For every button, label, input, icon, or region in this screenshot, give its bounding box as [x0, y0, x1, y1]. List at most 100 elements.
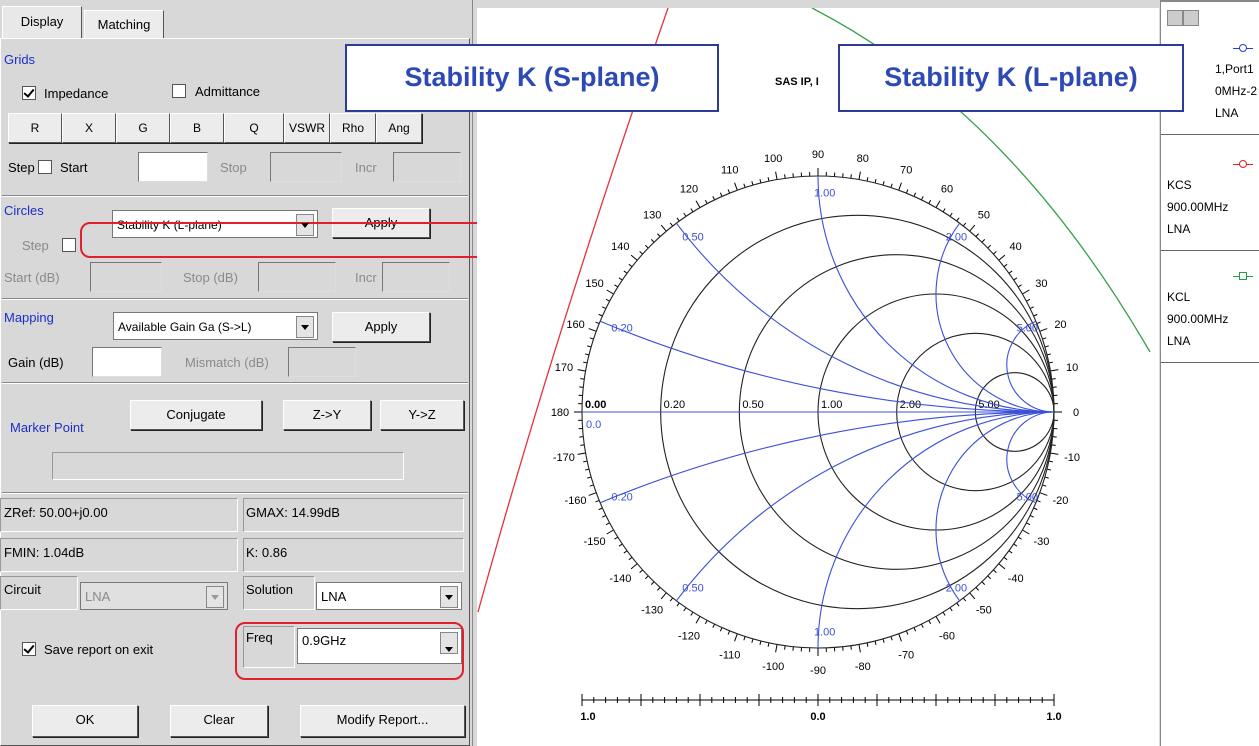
input[interactable] — [393, 152, 461, 182]
reactance-arc — [817, 411, 1055, 649]
angle-tick — [587, 476, 592, 479]
tab[interactable]: Matching — [84, 10, 164, 39]
info-text: K: 0.86 — [246, 545, 288, 560]
separator — [1161, 134, 1259, 135]
dropdown-value: LNA — [321, 589, 347, 604]
angle-label: -120 — [678, 630, 700, 642]
dropdown[interactable]: 0.9GHz — [297, 628, 462, 664]
angle-label: -60 — [939, 630, 955, 642]
checkbox[interactable] — [172, 84, 186, 98]
resistance-label: 0.50 — [742, 399, 763, 411]
angle-tick — [1051, 378, 1056, 380]
angle-tick — [949, 607, 953, 612]
input[interactable] — [258, 262, 336, 292]
angle-tick — [1050, 452, 1059, 455]
scroll-up[interactable] — [1167, 10, 1183, 26]
input[interactable] — [138, 152, 208, 182]
separator — [2, 382, 468, 384]
label: Stop — [220, 160, 247, 175]
separator — [2, 195, 468, 197]
angle-tick — [605, 298, 610, 302]
button[interactable]: X — [62, 113, 116, 143]
angle-tick — [1013, 543, 1018, 547]
field — [243, 576, 315, 610]
angle-tick — [598, 313, 603, 317]
angle-tick — [882, 181, 885, 186]
angle-tick — [1003, 556, 1008, 561]
angle-tick — [935, 200, 941, 208]
legend-icon — [1239, 160, 1247, 168]
checkbox[interactable] — [62, 238, 76, 252]
angle-tick — [727, 189, 731, 194]
label: Gain (dB) — [8, 355, 64, 370]
angle-tick — [577, 369, 586, 372]
legend-text: LNA — [1167, 334, 1191, 348]
info-text: ZRef: 50.00+j0.00 — [4, 505, 108, 520]
dropdown[interactable]: Stability K (L-plane) — [112, 210, 318, 238]
angle-tick — [905, 189, 909, 194]
angle-tick — [1044, 476, 1049, 479]
angle-tick — [921, 196, 924, 201]
legend-text: 1,Port1 — [1215, 62, 1254, 76]
button[interactable]: Ang — [376, 113, 422, 143]
button[interactable]: Modify Report... — [300, 705, 465, 737]
angle-tick — [645, 575, 649, 580]
button[interactable]: Q — [224, 113, 284, 143]
angle-label: 90 — [812, 149, 824, 161]
angle-tick — [577, 452, 586, 455]
button[interactable]: Clear — [170, 705, 268, 737]
angle-tick — [614, 536, 619, 540]
angle-tick — [858, 644, 861, 653]
button[interactable]: Z->Y — [283, 400, 371, 430]
highlight — [235, 622, 464, 680]
dropdown[interactable]: Available Gain Ga (S->L) — [113, 312, 318, 340]
button[interactable]: B — [170, 113, 224, 143]
label: Solution — [246, 582, 293, 597]
angle-tick — [928, 199, 932, 204]
legend-text: KCL — [1167, 290, 1191, 304]
angle-tick — [850, 174, 852, 179]
dropdown-value: Stability K (L-plane) — [117, 218, 222, 232]
angle-tick — [975, 233, 979, 237]
button[interactable]: Y->Z — [380, 400, 464, 430]
dropdown[interactable]: LNA — [316, 582, 462, 610]
angle-label: 50 — [978, 209, 990, 221]
reactance-arc — [675, 222, 1055, 413]
input[interactable] — [92, 347, 162, 377]
scroll-down[interactable] — [1183, 10, 1199, 26]
angle-tick — [913, 627, 917, 632]
angle-label: 150 — [585, 278, 603, 290]
label: Mismatch (dB) — [185, 355, 269, 370]
angle-tick — [595, 499, 600, 503]
angle-tick — [704, 620, 708, 625]
angle-tick — [588, 328, 597, 332]
button[interactable]: Apply — [332, 312, 430, 342]
input[interactable] — [90, 262, 162, 292]
angle-tick — [1039, 328, 1048, 332]
button[interactable]: G — [116, 113, 170, 143]
tab[interactable]: Display — [2, 6, 82, 39]
input[interactable] — [270, 152, 342, 182]
checkbox[interactable] — [22, 642, 36, 656]
angle-tick — [1017, 284, 1022, 288]
button[interactable]: OK — [32, 705, 138, 737]
checkbox[interactable] — [38, 160, 52, 174]
input[interactable] — [288, 347, 356, 377]
dropdown[interactable]: LNA — [80, 582, 228, 610]
checkbox[interactable] — [22, 86, 36, 100]
angle-tick — [1042, 484, 1047, 487]
button[interactable]: Conjugate — [130, 400, 262, 430]
button[interactable]: VSWR — [284, 113, 330, 143]
angle-tick — [1044, 345, 1049, 348]
angle-tick — [1008, 270, 1013, 274]
field — [0, 576, 78, 610]
legend-text: LNA — [1167, 222, 1191, 236]
angle-tick — [660, 592, 667, 600]
angle-tick — [1033, 507, 1038, 511]
angle-tick — [727, 630, 731, 635]
button[interactable]: R — [8, 113, 62, 143]
button[interactable]: Rho — [330, 113, 376, 143]
section-title: Marker Point — [10, 420, 84, 435]
input[interactable] — [382, 262, 450, 292]
legend-panel: 1,Port1 0MHz-2 LNA KCS 900.00MHz LNA KCL 900.00… — [1160, 0, 1259, 746]
